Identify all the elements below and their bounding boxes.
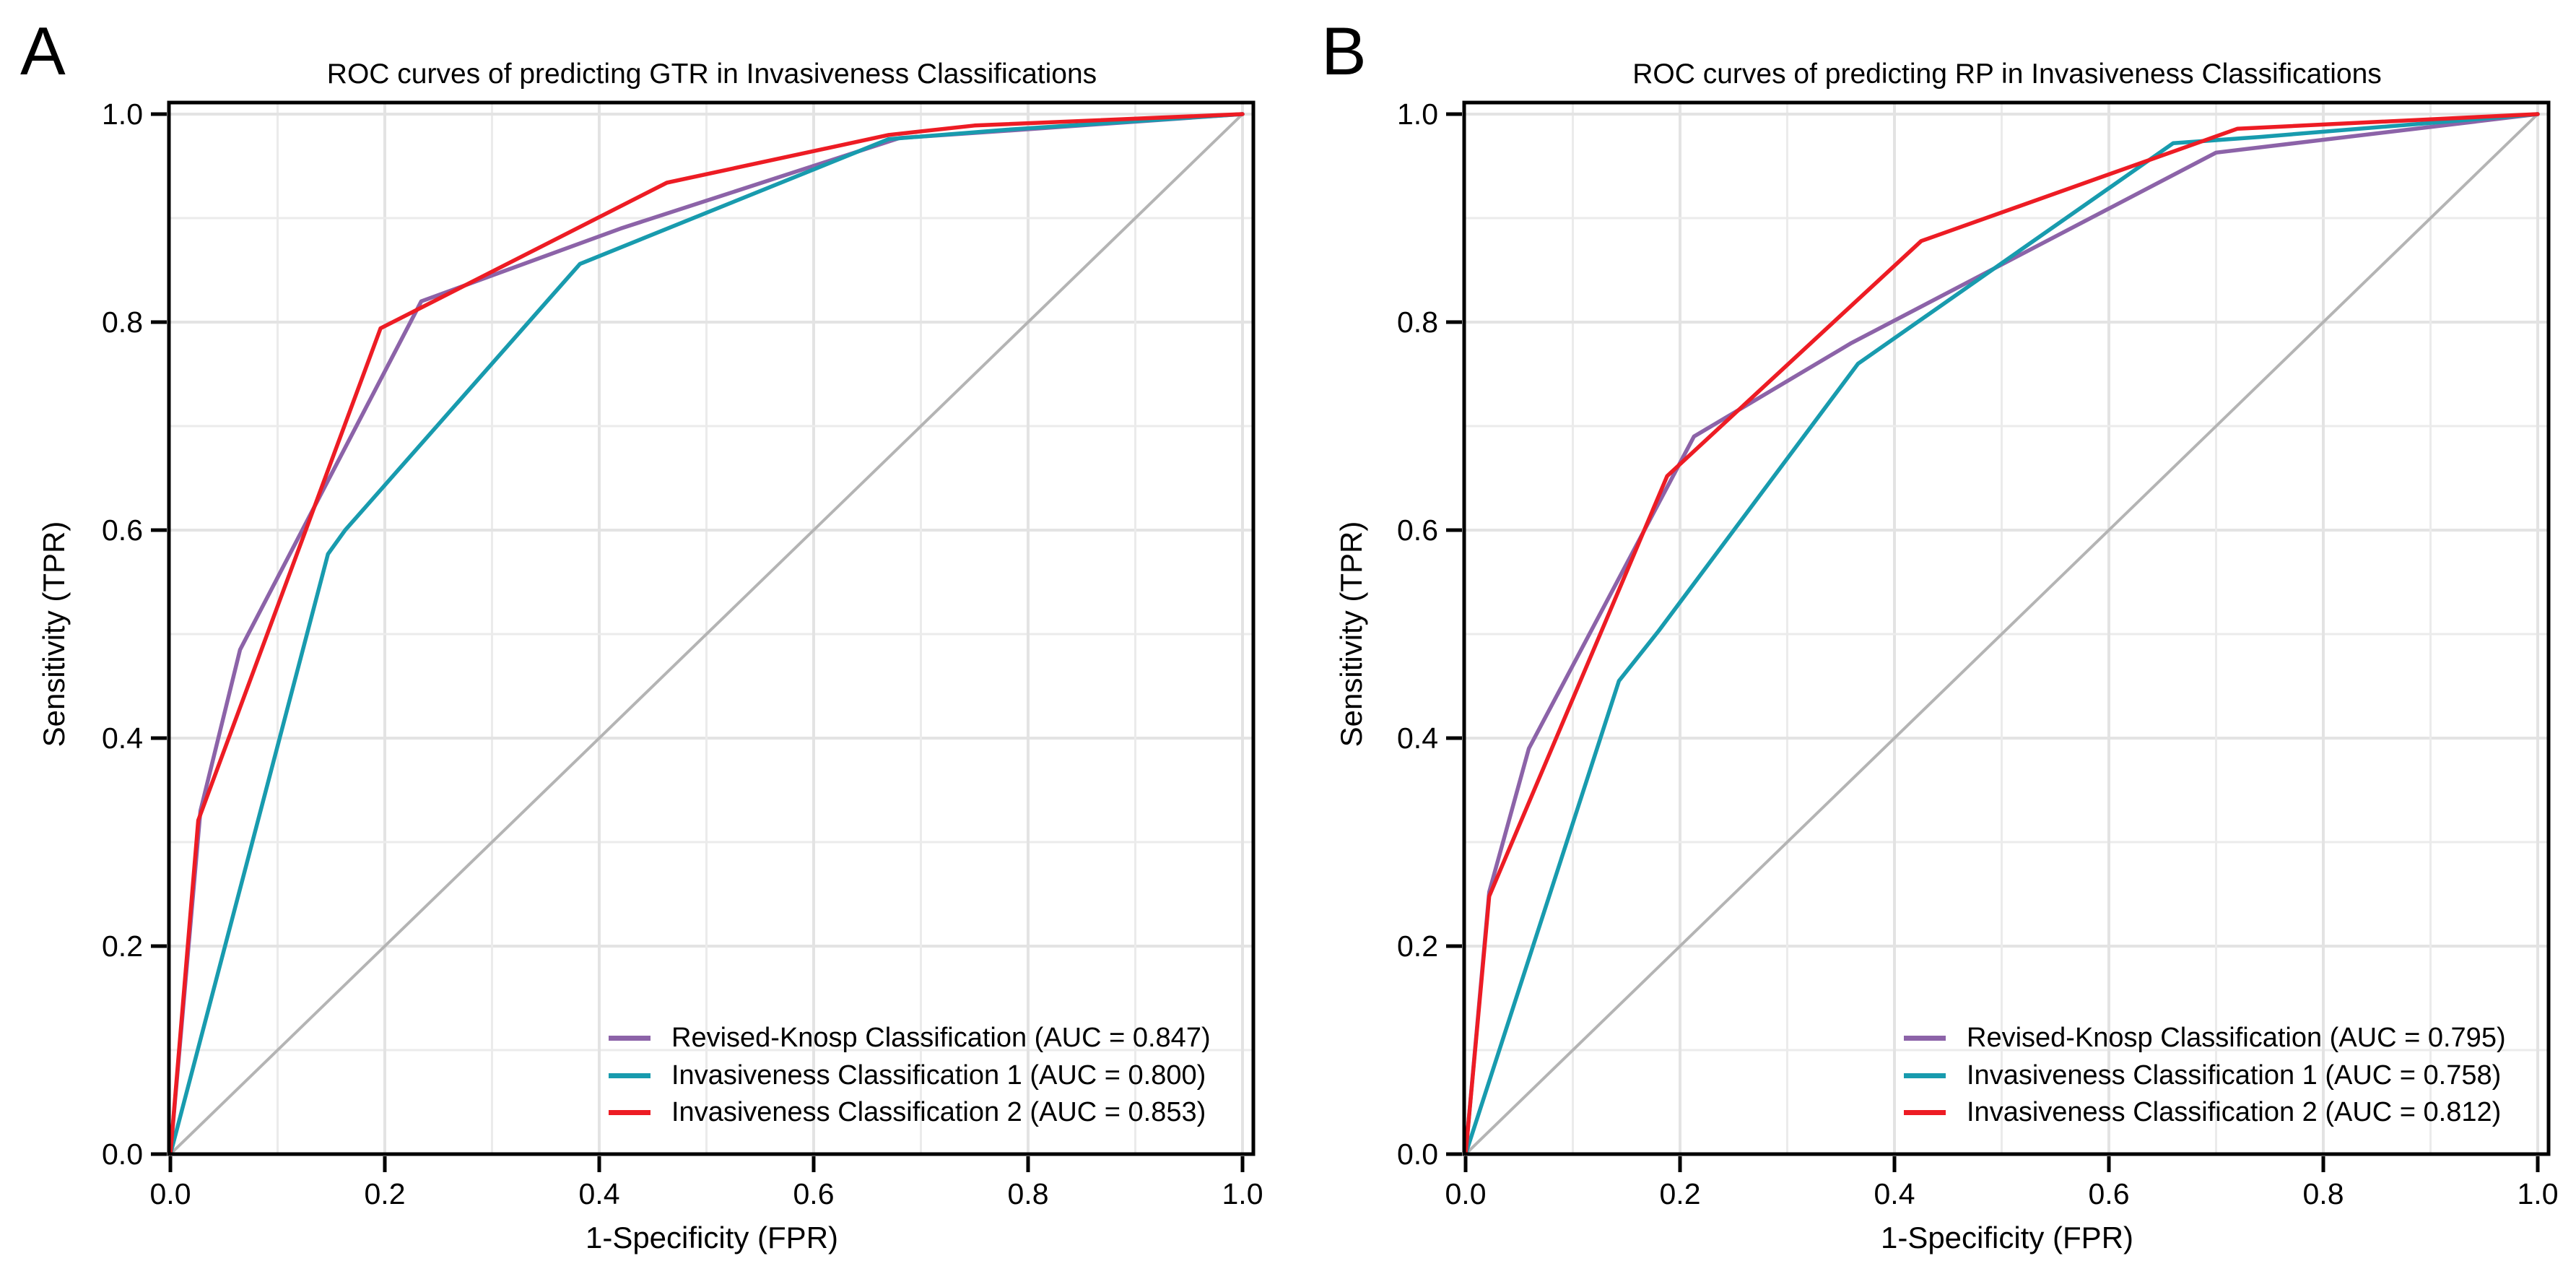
x-tick-label: 0.8 [1008,1177,1049,1210]
legend-label: Revised-Knosp Classification (AUC = 0.79… [1967,1022,2506,1053]
roc-curve-invasiveness-classification-1 [1463,112,2540,1156]
panel-letter-a: A [20,13,66,89]
plot-frame [1462,100,2551,1156]
y-tick-label: 0.4 [1397,722,1438,755]
legend-item: Revised-Knosp Classification (AUC = 0.79… [1904,1019,2506,1057]
legend-item: Revised-Knosp Classification (AUC = 0.84… [609,1019,1211,1057]
x-tick-label: 0.6 [2089,1177,2130,1210]
legend-label: Invasiveness Classification 2 (AUC = 0.8… [1967,1096,2502,1127]
legend-swatch-invasiveness-2 [1904,1109,1946,1115]
legend-swatch-invasiveness-1 [1904,1072,1946,1078]
x-tick-label: 0.2 [365,1177,406,1210]
y-tick-label: 1.0 [1397,98,1438,131]
y-tick-label: 0.2 [1397,930,1438,963]
chance-diagonal-line [1464,113,2539,1156]
legend-label: Invasiveness Classification 1 (AUC = 0.8… [671,1060,1206,1091]
legend-label: Revised-Knosp Classification (AUC = 0.84… [671,1022,1211,1053]
x-axis-label-b: 1-Specificity (FPR) [1880,1221,2134,1254]
y-tick-label: 0.2 [102,930,143,963]
x-tick-label: 0.6 [793,1177,835,1210]
legend-item: Invasiveness Classification 2 (AUC = 0.8… [609,1093,1206,1131]
y-tick-label: 0.6 [1397,514,1438,547]
y-tick-label: 0.4 [102,722,143,755]
x-tick-label: 0.2 [1660,1177,1701,1210]
roc-plot-panel-a: 0.00.0 0.2 0.2 0.4 0.4 0.6 0.6 0.8 0.8 1.0 1.0 [102,98,1263,1210]
panel-letter-b: B [1321,13,1367,89]
y-tick-label: 0.8 [102,306,143,339]
plot-title-a: ROC curves of predicting GTR in Invasive… [326,58,1097,90]
x-tick-label: 0.4 [1874,1177,1915,1210]
roc-curve-invasiveness-classification-1 [168,112,1245,1156]
y-tick-label: 0.0 [1397,1138,1438,1171]
x-tick-label: 0.0 [1445,1177,1487,1210]
legend-swatch-revised-knosp [609,1035,650,1041]
legend-label: Invasiveness Classification 2 (AUC = 0.8… [671,1096,1206,1127]
y-axis-label-a: Sensitivity (TPR) [37,521,71,748]
y-tick-label: 0.6 [102,514,143,547]
y-axis-label-b: Sensitivity (TPR) [1334,521,1368,748]
x-tick-label: 0.4 [579,1177,620,1210]
x-tick-label: 0.8 [2303,1177,2344,1210]
y-tick-label: 0.0 [102,1138,143,1171]
legend-label: Invasiveness Classification 1 (AUC = 0.7… [1967,1060,2502,1091]
y-tick-label: 0.8 [1397,306,1438,339]
roc-curve-invasiveness-classification-2 [168,112,1245,1156]
x-tick-label: 0.0 [150,1177,191,1210]
chance-diagonal-line [169,113,1244,1156]
legend-item: Invasiveness Classification 1 (AUC = 0.8… [609,1057,1206,1094]
plot-frame [167,100,1256,1156]
y-tick-label: 1.0 [102,98,143,131]
plot-title-b: ROC curves of predicting RP in Invasiven… [1632,58,2382,90]
x-tick-label: 1.0 [2518,1177,2559,1210]
roc-curve-invasiveness-classification-2 [1463,112,2540,1156]
legend-swatch-invasiveness-2 [609,1109,650,1115]
x-axis-label-a: 1-Specificity (FPR) [585,1221,839,1254]
x-tick-label: 1.0 [1222,1177,1263,1210]
roc-plot-panel-b: 0.00.0 0.2 0.2 0.4 0.4 0.6 0.6 0.8 0.8 1.0 1.0 [1397,98,2559,1210]
legend-swatch-invasiveness-1 [609,1072,650,1078]
legend-item: Invasiveness Classification 1 (AUC = 0.7… [1904,1057,2501,1094]
legend-swatch-revised-knosp [1904,1035,1946,1041]
legend-item: Invasiveness Classification 2 (AUC = 0.8… [1904,1093,2501,1131]
